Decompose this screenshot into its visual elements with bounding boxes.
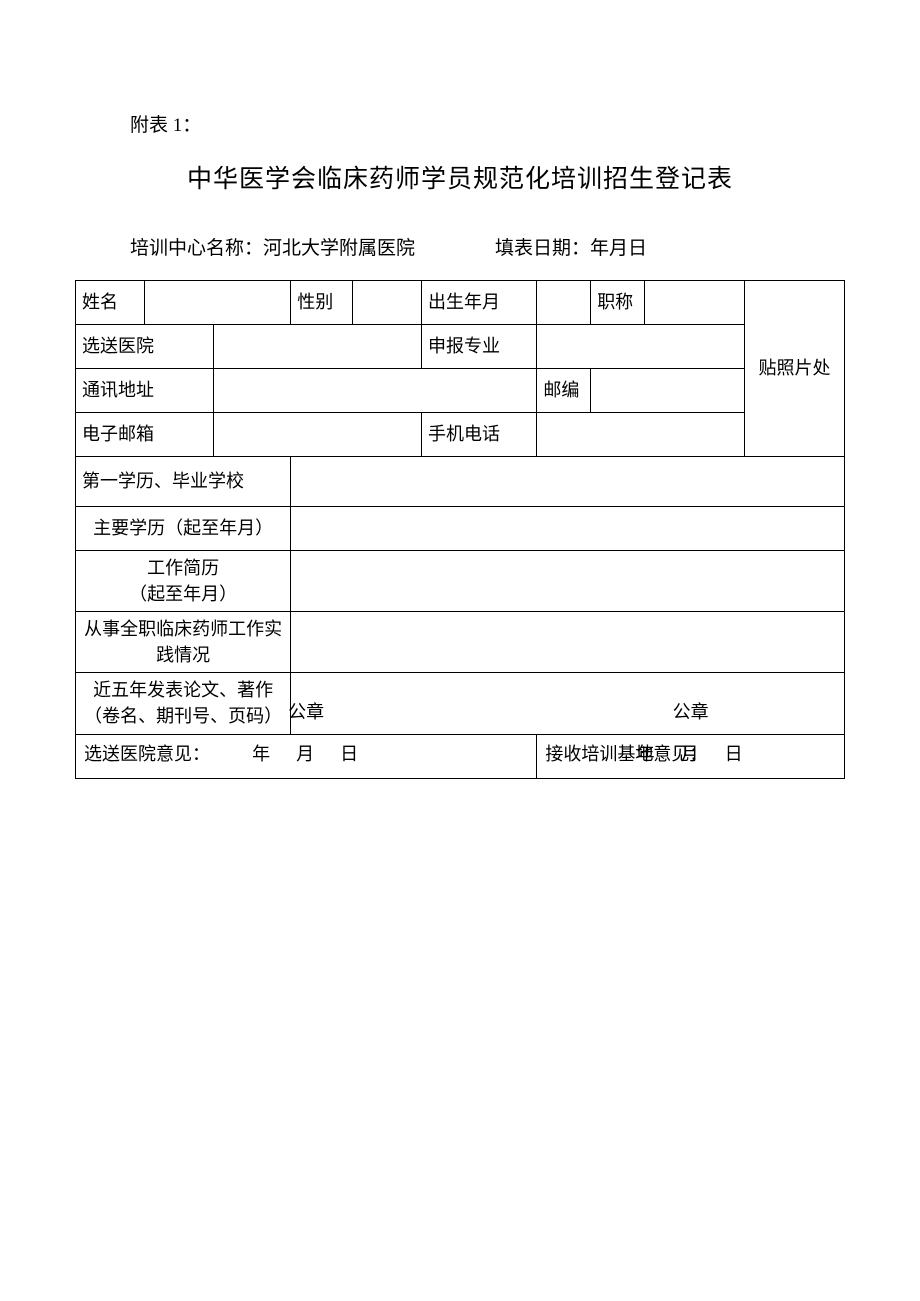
label-postcode: 邮编 xyxy=(537,369,591,413)
label-fulltime: 从事全职临床药师工作实践情况 xyxy=(76,612,291,673)
registration-table: 姓名 性别 出生年月 职称 贴照片处 选送医院 申报专业 通讯地址 邮编 电子邮… xyxy=(75,280,845,779)
receive-dateline: 年月日 xyxy=(537,741,844,767)
label-first-degree: 第一学历、毕业学校 xyxy=(76,457,291,507)
photo-area: 贴照片处 xyxy=(744,281,844,457)
center-name-value: 河北大学附属医院 xyxy=(263,238,415,259)
field-postcode[interactable] xyxy=(591,369,745,413)
label-phone: 手机电话 xyxy=(422,413,537,457)
receive-seal: 公章 xyxy=(537,699,844,725)
field-main-edu[interactable] xyxy=(291,507,845,551)
field-work-cv[interactable] xyxy=(291,551,845,612)
label-address: 通讯地址 xyxy=(76,369,214,413)
field-name[interactable] xyxy=(145,281,291,325)
field-email[interactable] xyxy=(214,413,422,457)
field-send-hospital[interactable] xyxy=(214,325,422,369)
send-dateline: 年月日 xyxy=(76,741,536,767)
field-gender[interactable] xyxy=(352,281,421,325)
field-fulltime[interactable] xyxy=(291,612,845,673)
field-birth[interactable] xyxy=(537,281,591,325)
attachment-label: 附表 1： xyxy=(130,110,845,137)
center-name-label: 培训中心名称： xyxy=(130,238,263,259)
page-title: 中华医学会临床药师学员规范化培训招生登记表 xyxy=(75,159,845,195)
label-name: 姓名 xyxy=(76,281,145,325)
label-work-cv: 工作简历 （起至年月） xyxy=(76,551,291,612)
field-title-rank[interactable] xyxy=(645,281,745,325)
label-gender: 性别 xyxy=(291,281,353,325)
receive-base-opinion[interactable]: 接收培训基地意见： 公章 年月日 xyxy=(537,734,845,778)
label-email: 电子邮箱 xyxy=(76,413,214,457)
fill-date-value: 年月日 xyxy=(590,238,647,259)
label-title-rank: 职称 xyxy=(591,281,645,325)
header-info-row: 培训中心名称：河北大学附属医院 填表日期：年月日 xyxy=(130,233,845,260)
send-seal: 公章 xyxy=(76,699,536,725)
label-work-cv-l1: 工作简历 xyxy=(147,558,219,578)
fill-date-label: 填表日期： xyxy=(495,238,590,259)
label-apply-major: 申报专业 xyxy=(422,325,537,369)
label-main-edu: 主要学历（起至年月） xyxy=(76,507,291,551)
label-send-hospital: 选送医院 xyxy=(76,325,214,369)
label-birth: 出生年月 xyxy=(422,281,537,325)
field-apply-major[interactable] xyxy=(537,325,745,369)
field-address[interactable] xyxy=(214,369,537,413)
label-work-cv-l2: （起至年月） xyxy=(129,584,237,604)
field-first-degree[interactable] xyxy=(291,457,845,507)
send-hospital-opinion[interactable]: 选送医院意见： 公章 年月日 xyxy=(76,734,537,778)
field-phone[interactable] xyxy=(537,413,745,457)
